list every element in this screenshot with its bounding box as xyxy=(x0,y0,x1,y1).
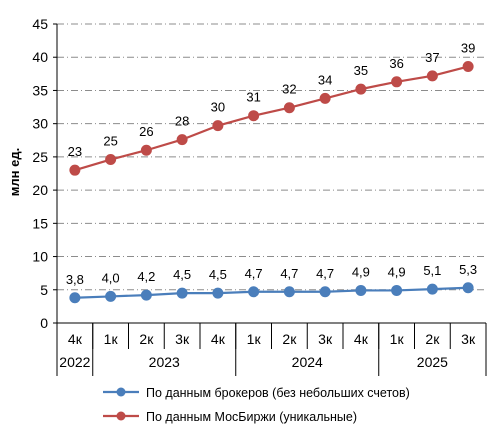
x-year-label: 2025 xyxy=(417,354,448,370)
x-category-label: 1к xyxy=(390,331,405,347)
series-line xyxy=(74,65,469,172)
data-point xyxy=(391,284,403,296)
data-label: 36 xyxy=(389,56,403,71)
y-tick-label: 5 xyxy=(40,282,48,298)
y-axis: 0 5 10 15 20 25 30 35 40 45 xyxy=(32,16,58,331)
data-point xyxy=(69,292,81,304)
y-tick-label: 45 xyxy=(32,16,48,32)
data-label: 39 xyxy=(461,41,475,56)
data-label: 4,7 xyxy=(280,266,298,281)
x-category-label: 3к xyxy=(461,331,476,347)
data-label: 4,5 xyxy=(173,267,191,282)
x-category-label: 1к xyxy=(104,331,119,347)
data-point xyxy=(391,76,403,88)
data-point xyxy=(355,284,367,296)
y-tick-label: 20 xyxy=(32,182,48,198)
y-tick-label: 25 xyxy=(32,149,48,165)
data-label: 31 xyxy=(246,90,260,105)
data-label: 34 xyxy=(318,72,332,87)
y-tick-label: 35 xyxy=(32,82,48,98)
data-point xyxy=(319,286,331,298)
y-axis-label: млн ед. xyxy=(7,148,22,196)
data-point xyxy=(248,110,260,122)
data-label: 4,9 xyxy=(352,264,370,279)
data-point xyxy=(248,286,260,298)
data-point xyxy=(426,283,438,295)
data-label: 5,3 xyxy=(459,262,477,277)
data-label: 3,8 xyxy=(66,272,84,287)
x-year-label: 2024 xyxy=(292,354,323,370)
data-label: 5,1 xyxy=(423,263,441,278)
x-category-label: 4к xyxy=(68,331,83,347)
y-tick-label: 0 xyxy=(40,315,48,331)
data-label: 4,5 xyxy=(209,267,227,282)
data-point xyxy=(462,61,474,73)
x-year-label: 2022 xyxy=(59,354,90,370)
x-year-label: 2023 xyxy=(149,354,180,370)
legend-label: По данным брокеров (без небольших счетов… xyxy=(146,386,410,400)
data-point xyxy=(355,83,367,95)
legend: По данным брокеров (без небольших счетов… xyxy=(103,386,410,424)
y-tick-label: 30 xyxy=(32,116,48,132)
data-label: 37 xyxy=(425,50,439,65)
x-category-label: 3к xyxy=(175,331,190,347)
data-point xyxy=(426,70,438,82)
data-point xyxy=(319,92,331,104)
data-point xyxy=(140,144,152,156)
y-tick-label: 15 xyxy=(32,215,48,231)
legend-marker xyxy=(116,411,126,421)
x-category-label: 2к xyxy=(139,331,154,347)
x-category-label: 2к xyxy=(425,331,440,347)
y-tick-label: 10 xyxy=(32,249,48,265)
data-label: 4,7 xyxy=(245,266,263,281)
data-point xyxy=(176,134,188,146)
data-label: 4,9 xyxy=(388,264,406,279)
data-label: 28 xyxy=(175,114,189,129)
data-point xyxy=(283,286,295,298)
data-label: 26 xyxy=(139,124,153,139)
data-point xyxy=(105,154,117,166)
data-point xyxy=(69,164,81,176)
x-category-label: 1к xyxy=(247,331,262,347)
x-category-label: 4к xyxy=(211,331,226,347)
x-category-label: 4к xyxy=(354,331,369,347)
data-label: 23 xyxy=(68,144,82,159)
data-point xyxy=(176,287,188,299)
data-point xyxy=(462,282,474,294)
legend-marker xyxy=(116,387,126,397)
data-label: 25 xyxy=(103,134,117,149)
data-point xyxy=(212,120,224,132)
x-category-label: 2к xyxy=(282,331,297,347)
series-layer: 3,8 4,0 4,2 4,5 4,5 4,7 4,7 4,7 4,9 4,9 5,1 5,3 23 25… xyxy=(66,41,477,304)
data-point xyxy=(105,290,117,302)
x-category-label: 3к xyxy=(318,331,333,347)
data-point xyxy=(140,289,152,301)
data-point xyxy=(283,102,295,114)
data-label: 4,7 xyxy=(316,266,334,281)
series-line xyxy=(74,286,469,299)
data-label: 35 xyxy=(354,63,368,78)
gridlines xyxy=(57,23,486,291)
data-label: 30 xyxy=(211,100,225,115)
data-label: 4,0 xyxy=(102,270,120,285)
y-tick-label: 40 xyxy=(32,49,48,65)
data-label: 4,2 xyxy=(137,269,155,284)
legend-label: По данным МосБиржи (уникальные) xyxy=(146,410,357,424)
data-label: 32 xyxy=(282,82,296,97)
data-point xyxy=(212,287,224,299)
x-axis: 4к 1к 2к 3к 4к 1к 2к 3к 4к 1к 2к 3к 2022 2023 2024 2025 xyxy=(56,322,487,376)
